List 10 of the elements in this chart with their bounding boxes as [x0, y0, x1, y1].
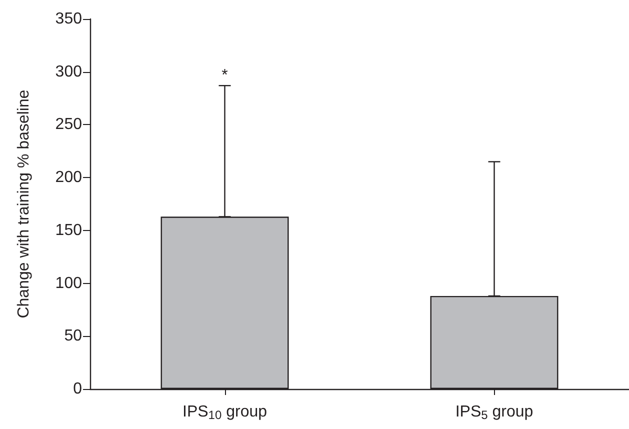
y-tick-label: 50: [64, 328, 82, 345]
annotation: *: [222, 67, 228, 84]
y-tick-label: 200: [55, 169, 82, 186]
y-tick-label: 300: [55, 63, 82, 80]
y-tick-label: 350: [55, 10, 82, 28]
y-tick-label: 100: [55, 274, 82, 292]
y-tick-label: 150: [55, 222, 82, 239]
y-axis-title: Change with training % baseline: [16, 90, 32, 318]
y-tick-label: 0: [73, 380, 82, 398]
y-tick-label: 250: [55, 116, 82, 134]
